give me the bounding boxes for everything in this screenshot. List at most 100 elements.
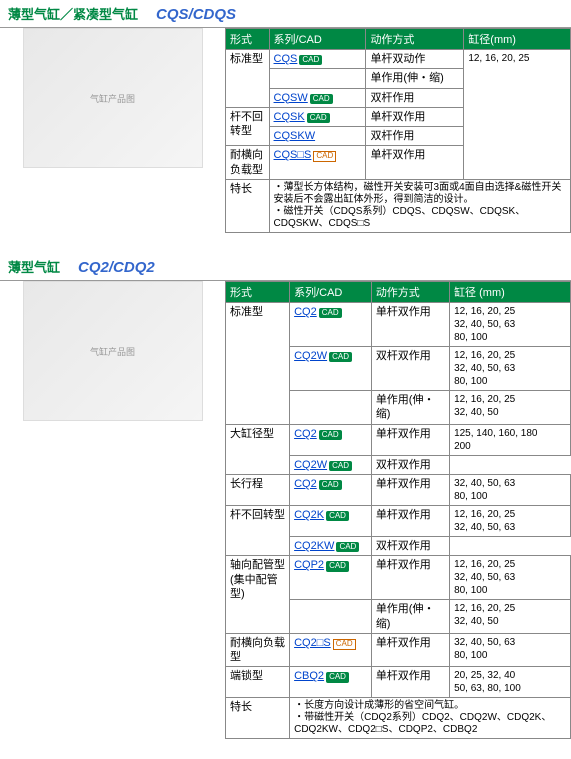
- section-header: 薄型气缸CQ2/CDQ2: [0, 253, 571, 281]
- series-link[interactable]: CQ2W: [294, 350, 327, 362]
- series-cell: CQSKW: [269, 127, 366, 146]
- cad-badge: CAD: [319, 308, 342, 318]
- cad-badge: CAD: [319, 430, 342, 440]
- form-cell: 耐横向负载型: [226, 146, 270, 180]
- action-cell: 单作用(伸・缩): [371, 600, 449, 634]
- cad-badge: CAD: [307, 113, 330, 123]
- bore-cell: 12, 16, 20, 2532, 40, 50, 6380, 100: [450, 556, 571, 600]
- action-cell: 单作用(伸・缩): [371, 391, 449, 425]
- section-content: 气缸产品图形式系列/CAD动作方式缸径 (mm)标准型CQ2CAD单杆双作用12…: [0, 281, 571, 739]
- bore-cell: 12, 16, 20, 2532, 40, 50: [450, 391, 571, 425]
- section-title: 薄型气缸／紧凑型气缸: [8, 4, 138, 23]
- section-code: CQ2/CDQ2: [78, 259, 155, 276]
- series-cell: CQSCAD: [269, 50, 366, 69]
- form-cell: 杆不回转型: [226, 107, 270, 146]
- bore-cell: 12, 16, 20, 2532, 40, 50: [450, 600, 571, 634]
- form-cell: 端锁型: [226, 667, 290, 698]
- series-cell: CQSKCAD: [269, 107, 366, 126]
- series-link[interactable]: CQ2K: [294, 509, 324, 521]
- bore-cell: 32, 40, 50, 6380, 100: [450, 633, 571, 667]
- section-code: CQS/CDQS: [156, 6, 236, 23]
- cad-badge: CAD: [326, 672, 349, 682]
- bore-cell: 12, 16, 20, 2532, 40, 50, 63: [450, 505, 571, 536]
- table-row: 杆不回转型CQ2KCAD单杆双作用12, 16, 20, 2532, 40, 5…: [226, 505, 571, 536]
- bore-cell: 20, 25, 32, 4050, 63, 80, 100: [450, 667, 571, 698]
- series-cell: CQ2CAD: [290, 474, 372, 505]
- series-link[interactable]: CQ2: [294, 478, 317, 490]
- product-section: 薄型气缸CQ2/CDQ2气缸产品图形式系列/CAD动作方式缸径 (mm)标准型C…: [0, 253, 571, 739]
- form-cell: 长行程: [226, 474, 290, 505]
- features-value-cell: ・长度方向设计成薄形的省空间气缸。・带磁性开关（CDQ2系列）CDQ2、CDQ2…: [290, 698, 571, 739]
- action-cell: 单杆双作用: [371, 303, 449, 347]
- table-header-cell: 形式: [226, 29, 270, 50]
- action-cell: 单杆双作用: [371, 474, 449, 505]
- series-link[interactable]: CQ2: [294, 428, 317, 440]
- table-header-cell: 动作方式: [366, 29, 464, 50]
- action-cell: 双杆作用: [366, 127, 464, 146]
- cad-badge: CAD: [336, 542, 359, 552]
- table-row: 端锁型CBQ2CAD单杆双作用20, 25, 32, 4050, 63, 80,…: [226, 667, 571, 698]
- form-cell: 标准型: [226, 303, 290, 425]
- series-link[interactable]: CBQ2: [294, 670, 324, 682]
- series-link[interactable]: CQSW: [274, 92, 308, 104]
- cad-badge: CAD: [310, 94, 333, 104]
- table-header-cell: 系列/CAD: [269, 29, 366, 50]
- table-row: 耐横向负载型CQ2□SCAD单杆双作用32, 40, 50, 6380, 100: [226, 633, 571, 667]
- series-link[interactable]: CQ2KW: [294, 540, 334, 552]
- table-header-cell: 缸径(mm): [464, 29, 571, 50]
- series-cell: [290, 600, 372, 634]
- features-value-cell: ・薄型长方体结构，磁性开关安装可3面或4面自由选择&磁性开关安装后不会露出缸体外…: [269, 180, 570, 233]
- table-row: 标准型CQSCAD单杆双动作12, 16, 20, 25: [226, 50, 571, 69]
- spec-table-area: 形式系列/CAD动作方式缸径(mm)标准型CQSCAD单杆双动作12, 16, …: [225, 28, 571, 233]
- product-image-placeholder: 气缸产品图: [23, 28, 203, 168]
- product-image-area: 气缸产品图: [0, 28, 225, 168]
- series-link[interactable]: CQ2W: [294, 459, 327, 471]
- action-cell: 双杆作用: [366, 88, 464, 107]
- cad-badge: CAD: [329, 461, 352, 471]
- series-link[interactable]: CQ2□S: [294, 637, 331, 649]
- features-label-cell: 特长: [226, 698, 290, 739]
- table-header-row: 形式系列/CAD动作方式缸径 (mm): [226, 282, 571, 303]
- features-row: 特长・薄型长方体结构，磁性开关安装可3面或4面自由选择&磁性开关安装后不会露出缸…: [226, 180, 571, 233]
- features-row: 特长・长度方向设计成薄形的省空间气缸。・带磁性开关（CDQ2系列）CDQ2、CD…: [226, 698, 571, 739]
- cad-badge: CAD: [329, 352, 352, 362]
- action-cell: 双杆双作用: [371, 455, 449, 474]
- action-cell: 单杆双作用: [366, 146, 464, 180]
- spec-table: 形式系列/CAD动作方式缸径(mm)标准型CQSCAD单杆双动作12, 16, …: [225, 28, 571, 233]
- cad-badge-outline: CAD: [333, 639, 356, 650]
- cad-badge: CAD: [326, 511, 349, 521]
- action-cell: 单杆双作用: [371, 556, 449, 600]
- action-cell: 单杆双作用: [371, 424, 449, 455]
- series-link[interactable]: CQ2: [294, 306, 317, 318]
- bore-cell: 12, 16, 20, 25: [464, 50, 571, 180]
- table-row: 标准型CQ2CAD单杆双作用12, 16, 20, 2532, 40, 50, …: [226, 303, 571, 347]
- action-cell: 单杆双作用: [366, 107, 464, 126]
- series-link[interactable]: CQSK: [274, 111, 305, 123]
- table-row: 轴向配管型 (集中配管型)CQP2CAD单杆双作用12, 16, 20, 253…: [226, 556, 571, 600]
- series-cell: CQSWCAD: [269, 88, 366, 107]
- series-link[interactable]: CQSKW: [274, 130, 316, 142]
- cad-badge-outline: CAD: [313, 151, 336, 162]
- table-header-cell: 动作方式: [371, 282, 449, 303]
- section-header: 薄型气缸／紧凑型气缸 CQS/CDQS: [0, 0, 571, 28]
- spec-table-area: 形式系列/CAD动作方式缸径 (mm)标准型CQ2CAD单杆双作用12, 16,…: [225, 281, 571, 739]
- form-cell: 耐横向负载型: [226, 633, 290, 667]
- series-cell: CQS□SCAD: [269, 146, 366, 180]
- features-label-cell: 特长: [226, 180, 270, 233]
- product-image-placeholder: 气缸产品图: [23, 281, 203, 421]
- form-cell: 标准型: [226, 50, 270, 108]
- table-header-cell: 形式: [226, 282, 290, 303]
- series-cell: CQ2CAD: [290, 303, 372, 347]
- table-row: 大缸径型CQ2CAD单杆双作用125, 140, 160, 180200: [226, 424, 571, 455]
- action-cell: 单杆双作用: [371, 505, 449, 536]
- series-cell: CQ2CAD: [290, 424, 372, 455]
- series-link[interactable]: CQS: [274, 53, 298, 65]
- table-header-cell: 缸径 (mm): [450, 282, 571, 303]
- product-section: 薄型气缸／紧凑型气缸CQS/CDQS气缸产品图形式系列/CAD动作方式缸径(mm…: [0, 0, 571, 233]
- series-link[interactable]: CQS□S: [274, 149, 312, 161]
- cad-badge: CAD: [326, 561, 349, 571]
- series-link[interactable]: CQP2: [294, 559, 324, 571]
- table-header-row: 形式系列/CAD动作方式缸径(mm): [226, 29, 571, 50]
- action-cell: 单作用(伸・缩): [366, 69, 464, 88]
- spec-table: 形式系列/CAD动作方式缸径 (mm)标准型CQ2CAD单杆双作用12, 16,…: [225, 281, 571, 739]
